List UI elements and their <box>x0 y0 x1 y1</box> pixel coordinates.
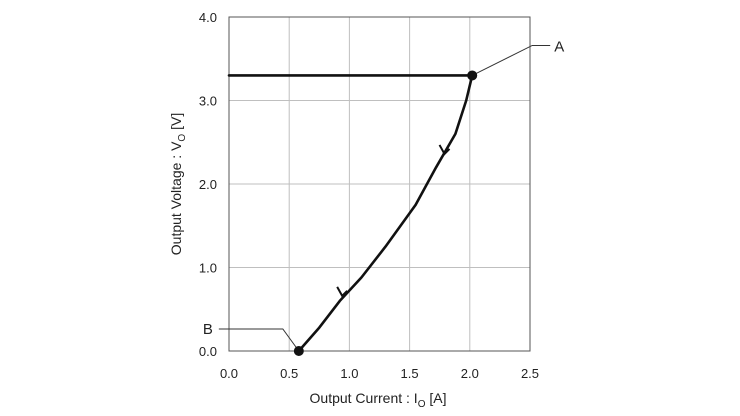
x-tick-label: 1.0 <box>340 366 358 381</box>
y-tick-label: 3.0 <box>199 94 217 109</box>
direction-arrow-0 <box>438 144 451 156</box>
point-a-marker <box>467 70 478 81</box>
y-tick-label: 2.0 <box>199 177 217 192</box>
tick-labels: 0.0 0.5 1.0 1.5 2.0 2.5 0.0 1.0 2.0 3.0 4.0 <box>199 10 539 381</box>
annotation-leader-a <box>471 44 551 76</box>
annotations: AB <box>203 38 564 356</box>
y-tick-label: 0.0 <box>199 344 217 359</box>
x-axis-label: Output Current : IO [A] <box>310 390 447 410</box>
x-axis-label-subscript: O <box>418 399 426 410</box>
y-axis-label: Output Voltage : VO [V] <box>168 113 188 255</box>
x-axis-label-unit: [A] <box>425 390 446 406</box>
x-tick-label: 0.5 <box>280 366 298 381</box>
y-axis-label-unit: [V] <box>168 113 184 134</box>
direction-arrow-1 <box>336 286 348 298</box>
series-line-0 <box>227 74 474 353</box>
plot-frame <box>228 16 531 352</box>
y-tick-label: 1.0 <box>199 261 217 276</box>
point-b-marker <box>293 346 304 356</box>
x-tick-label: 2.0 <box>461 366 479 381</box>
series <box>227 74 474 353</box>
x-tick-label: 0.0 <box>220 366 238 381</box>
x-tick-label: 2.5 <box>521 366 539 381</box>
annotation-label-a: A <box>554 38 564 55</box>
y-tick-label: 4.0 <box>199 10 217 25</box>
y-axis-label-subscript: O <box>177 134 188 142</box>
x-tick-label: 1.5 <box>401 366 419 381</box>
annotation-leader-b <box>218 328 300 352</box>
annotation-label-b: B <box>203 321 213 338</box>
grid <box>228 16 531 352</box>
